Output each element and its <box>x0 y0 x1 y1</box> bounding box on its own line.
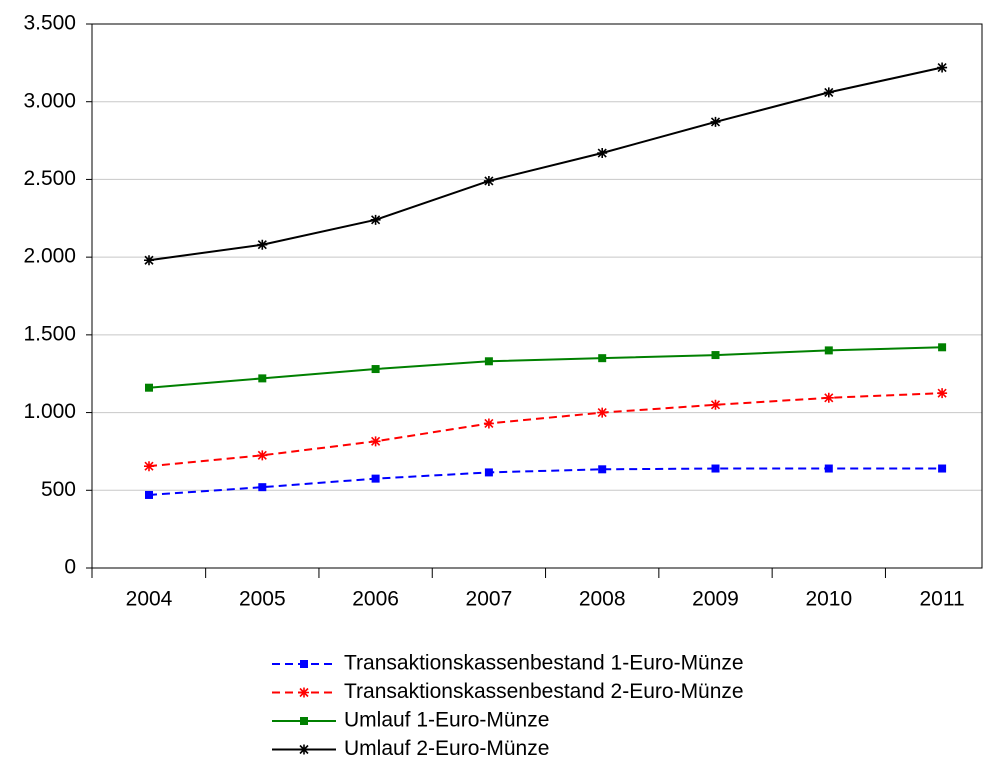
y-tick-label: 500 <box>41 478 76 501</box>
x-tick-label: 2007 <box>466 588 513 611</box>
marker <box>258 483 267 492</box>
series-line <box>148 467 943 496</box>
x-tick-label: 2005 <box>239 588 286 611</box>
y-tick-label: 3.000 <box>23 89 76 112</box>
marker <box>710 399 721 410</box>
marker <box>598 354 607 363</box>
y-tick-label: 0 <box>64 556 76 579</box>
x-tick-label: 2011 <box>920 588 965 611</box>
marker <box>711 464 720 473</box>
marker <box>824 464 833 473</box>
y-tick-label: 2.500 <box>23 167 76 190</box>
x-tick-label: 2009 <box>692 588 739 611</box>
marker <box>710 116 721 127</box>
marker <box>300 660 308 668</box>
marker <box>597 148 608 159</box>
x-tick-label: 2010 <box>805 588 852 611</box>
series-line <box>148 392 943 468</box>
marker <box>144 461 154 472</box>
marker <box>937 388 948 399</box>
y-tick-label: 3.500 <box>23 12 76 35</box>
legend-label: Umlauf 2-Euro-Münze <box>344 737 549 760</box>
series-line <box>148 346 943 389</box>
marker <box>483 175 494 186</box>
marker <box>370 436 381 447</box>
marker <box>823 392 834 403</box>
marker <box>371 474 380 483</box>
plot-frame <box>91 23 983 569</box>
marker <box>937 62 948 73</box>
marker <box>257 239 268 250</box>
legend-label: Umlauf 1-Euro-Münze <box>344 709 549 732</box>
marker <box>484 357 493 366</box>
marker <box>257 450 268 461</box>
x-tick-label: 2008 <box>579 588 626 611</box>
x-tick-label: 2006 <box>352 588 399 611</box>
marker <box>300 717 308 725</box>
marker <box>598 465 607 474</box>
marker <box>484 468 493 477</box>
marker <box>145 383 153 392</box>
marker <box>711 351 720 360</box>
marker <box>597 407 608 418</box>
marker <box>938 343 947 352</box>
marker <box>299 744 309 755</box>
marker <box>299 687 309 698</box>
marker <box>938 464 947 473</box>
marker <box>824 346 833 355</box>
y-tick-label: 1.500 <box>23 322 76 345</box>
marker <box>258 374 267 383</box>
marker <box>145 490 153 499</box>
marker <box>483 418 494 429</box>
series-line <box>148 66 943 262</box>
y-tick-label: 2.000 <box>23 245 76 268</box>
legend-label: Transaktionskassenbestand 2-Euro-Münze <box>344 680 744 703</box>
legend-label: Transaktionskassenbestand 1-Euro-Münze <box>344 652 744 675</box>
marker <box>371 365 380 374</box>
marker <box>823 87 834 98</box>
x-tick-label: 2004 <box>126 588 173 611</box>
marker <box>370 214 381 225</box>
y-tick-label: 1.000 <box>23 400 76 423</box>
marker <box>144 255 154 266</box>
